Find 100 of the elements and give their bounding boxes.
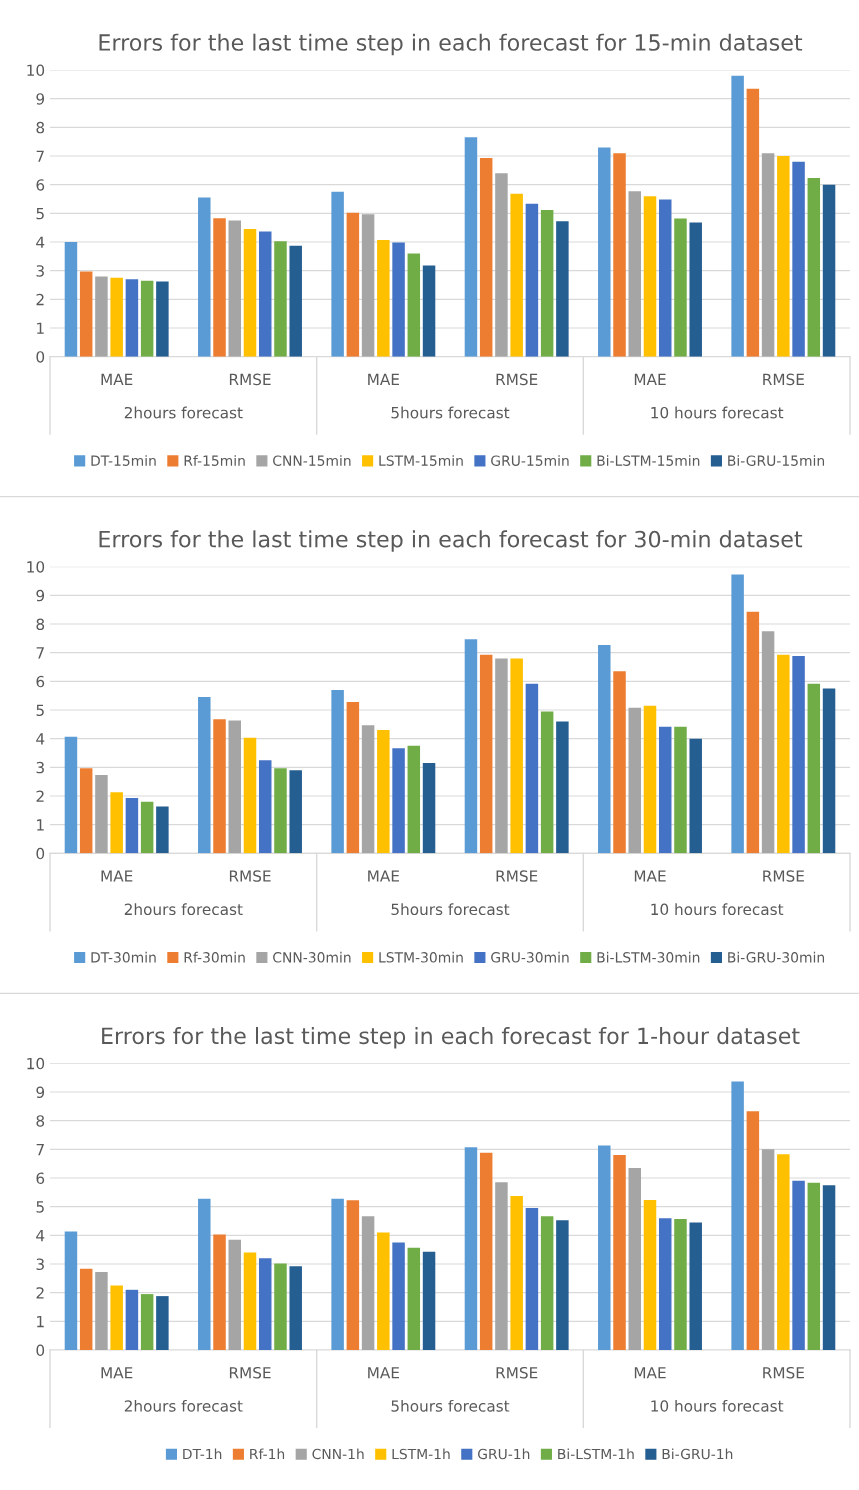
y-tick-label: 2 <box>36 293 44 306</box>
bar <box>346 212 360 357</box>
bar <box>125 1289 139 1350</box>
bar <box>228 720 242 854</box>
legend-label: Bi-GRU-1h <box>662 1448 733 1460</box>
y-tick-label: 7 <box>36 150 44 162</box>
y-tick-label: 3 <box>36 761 44 774</box>
bar <box>674 726 687 854</box>
bar <box>64 1231 78 1350</box>
text: 2hours forecast <box>124 1399 243 1412</box>
bar <box>422 763 436 854</box>
bar <box>140 801 154 854</box>
bar <box>822 184 836 357</box>
bar <box>658 199 672 357</box>
x-tick-label: MAE <box>101 1367 133 1379</box>
text: 10 hours forecast <box>651 406 784 419</box>
legend-label: LSTM-30min <box>379 951 463 963</box>
text: 2hours forecast <box>124 406 243 419</box>
bar <box>79 271 93 357</box>
x-tick-label: MAE <box>368 870 399 882</box>
legend-label: LSTM-15min <box>379 455 463 466</box>
bar <box>64 242 78 357</box>
x-tick-label: MAE <box>634 870 666 882</box>
bar <box>792 656 805 854</box>
bar <box>525 1208 539 1350</box>
bar <box>228 1239 242 1350</box>
text: 5hours forecast <box>391 406 510 419</box>
bar <box>495 658 508 854</box>
y-tick-label: 1 <box>37 322 44 334</box>
bar <box>628 191 642 357</box>
bar <box>198 1198 211 1350</box>
bar <box>377 1232 390 1350</box>
legend-label: Bi-LSTM-1h <box>558 1448 634 1460</box>
y-tick-label: 0 <box>36 1344 45 1357</box>
bar <box>258 760 272 854</box>
bar <box>125 798 139 854</box>
y-tick-label: 7 <box>36 647 44 659</box>
bar <box>777 1154 790 1350</box>
bar <box>407 253 421 357</box>
bar <box>331 191 344 357</box>
x-tick-label: RMSE <box>496 1366 538 1379</box>
y-tick-label: 5 <box>36 1201 44 1213</box>
x-tick-label: MAE <box>368 1367 399 1379</box>
bar <box>731 75 744 357</box>
legend-label: CNN-15min <box>273 455 351 466</box>
bar <box>822 1185 836 1350</box>
text: 2hours forecast <box>124 903 243 916</box>
bar <box>822 688 836 854</box>
bar <box>274 1263 287 1350</box>
y-tick-label: 3 <box>36 265 44 277</box>
bar <box>464 639 478 854</box>
bar <box>628 707 642 854</box>
legend-label: GRU-30min <box>491 951 569 963</box>
bar <box>540 1216 554 1350</box>
y-tick-label: 1 <box>37 819 44 831</box>
x-tick-label: RMSE <box>229 1366 271 1379</box>
legend-label: LSTM-1h <box>392 1448 450 1460</box>
bar <box>556 221 569 357</box>
text: 5hours forecast <box>391 903 510 916</box>
bar <box>746 1111 760 1350</box>
bar <box>346 1200 360 1350</box>
bar <box>289 245 302 357</box>
bar <box>731 1081 744 1350</box>
bar <box>643 705 657 854</box>
bar <box>274 241 287 357</box>
bar <box>331 689 344 854</box>
bar <box>331 1198 344 1350</box>
y-tick-label: 6 <box>36 1172 45 1185</box>
y-tick-label: 7 <box>36 1144 44 1156</box>
bar <box>274 768 287 854</box>
bar <box>361 214 375 357</box>
bar <box>792 161 805 357</box>
legend-label: DT-15min <box>91 455 156 466</box>
chart-title: Errors for the last time step in each forecast for 1-hour dataset <box>102 1027 800 1049</box>
bar <box>540 711 554 854</box>
bar <box>761 153 775 357</box>
bar <box>658 726 672 854</box>
legend-label: Rf-1h <box>250 1448 285 1460</box>
bar <box>479 158 493 357</box>
y-tick-label: 1 <box>37 1316 44 1328</box>
bar <box>289 770 302 854</box>
bar <box>346 701 360 854</box>
bar <box>110 1285 123 1350</box>
y-tick-label: 8 <box>36 618 45 631</box>
y-tick-label: 4 <box>36 733 45 745</box>
bar <box>807 683 821 854</box>
bar <box>613 153 626 357</box>
y-tick-label: 6 <box>36 179 45 191</box>
x-tick-label: RMSE <box>763 1366 804 1379</box>
bar <box>613 1155 626 1350</box>
bar <box>598 147 611 357</box>
bar <box>392 242 405 357</box>
bar <box>243 737 257 854</box>
bar <box>746 88 760 357</box>
bar <box>643 1200 657 1350</box>
legend-label: Bi-LSTM-15min <box>597 455 700 466</box>
text: 5hours forecast <box>391 1399 510 1412</box>
bar <box>156 281 169 357</box>
x-tick-label: MAE <box>634 1367 666 1379</box>
bar <box>731 574 744 854</box>
